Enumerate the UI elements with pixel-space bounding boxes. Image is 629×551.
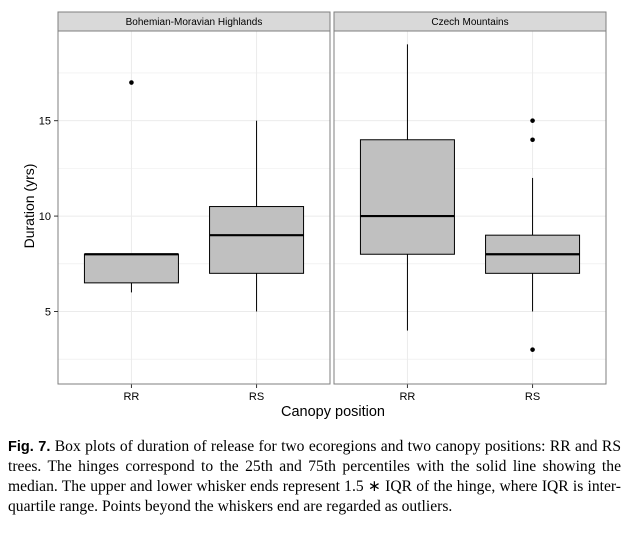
panel-border [333, 30, 607, 385]
y-axis: 5 10 15 [39, 116, 58, 318]
outlier-point [530, 137, 535, 143]
caption-label: Fig. 7. [8, 439, 51, 455]
box-rs [485, 118, 581, 352]
x-tick-label: RS [525, 391, 540, 403]
box-body [209, 206, 305, 274]
box-rs [209, 120, 305, 312]
figure-caption: Fig. 7. Box plots of duration of release… [8, 437, 621, 517]
x-tick-label: RR [123, 391, 139, 403]
outlier-point [530, 347, 535, 352]
y-tick-label: 10 [39, 211, 51, 223]
x-tick-label: RR [399, 391, 415, 403]
panel: Czech Mountains RR RS [333, 11, 607, 403]
panel-strip-label: Czech Mountains [431, 17, 508, 28]
x-tick-label: RS [249, 391, 264, 403]
y-tick-label: 15 [39, 116, 51, 128]
panel: Bohemian-Moravian Highlands RR RS [57, 11, 331, 403]
panel-strip-label: Bohemian-Moravian Highlands [126, 17, 263, 28]
box-rr [83, 80, 179, 293]
y-tick-label: 5 [45, 306, 51, 318]
box-body [359, 139, 455, 255]
x-axis-label: Canopy position [281, 404, 385, 420]
y-axis-label: Duration (yrs) [21, 164, 37, 249]
outlier-point [530, 118, 535, 123]
box-rr [359, 44, 455, 331]
panel-border [57, 30, 331, 385]
outlier-point [129, 80, 134, 85]
box-body [83, 253, 179, 284]
caption-text: Box plots of duration of release for two… [8, 438, 621, 515]
